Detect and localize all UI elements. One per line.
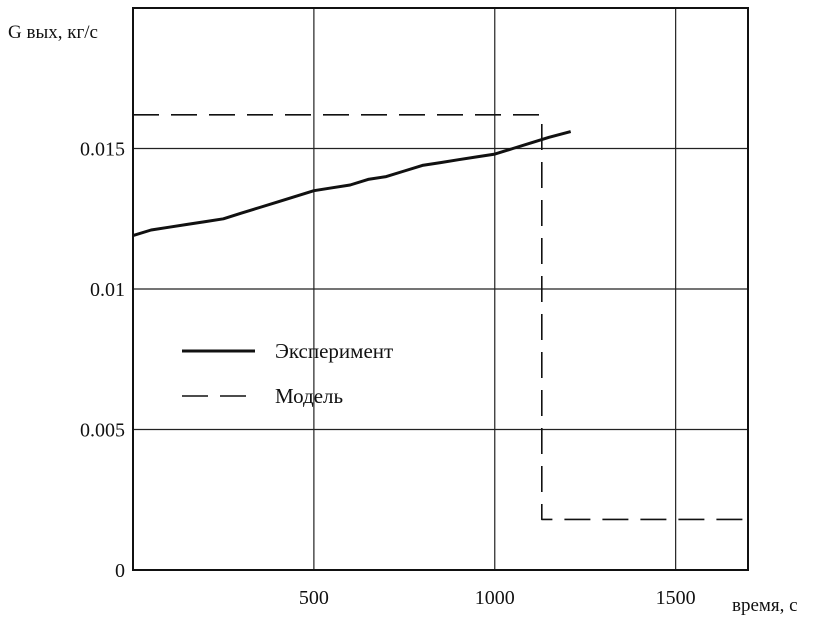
x-tick-label: 500: [299, 587, 329, 609]
legend-label-model: Модель: [275, 384, 343, 408]
x-tick-label: 1500: [656, 587, 696, 609]
x-axis-label: время, с: [732, 595, 798, 616]
series-layer: [132, 114, 748, 521]
series-line-model: [133, 114, 748, 521]
plot-frame: [132, 7, 749, 571]
y-axis-label: G вых, кг/с: [8, 22, 98, 43]
y-tick-label: 0.015: [80, 139, 125, 161]
y-tick-label: 0: [115, 560, 125, 582]
tick-labels: 0 0.005 0.01 0.015 500 1000 1500: [80, 139, 696, 610]
legend-label-experiment: Эксперимент: [275, 339, 393, 363]
legend: Эксперимент Модель: [182, 339, 393, 408]
series-line-experiment: [132, 130, 572, 238]
grid: [133, 8, 748, 570]
y-tick-label: 0.01: [90, 279, 125, 301]
x-tick-label: 1000: [475, 587, 515, 609]
y-tick-label: 0.005: [80, 420, 125, 442]
